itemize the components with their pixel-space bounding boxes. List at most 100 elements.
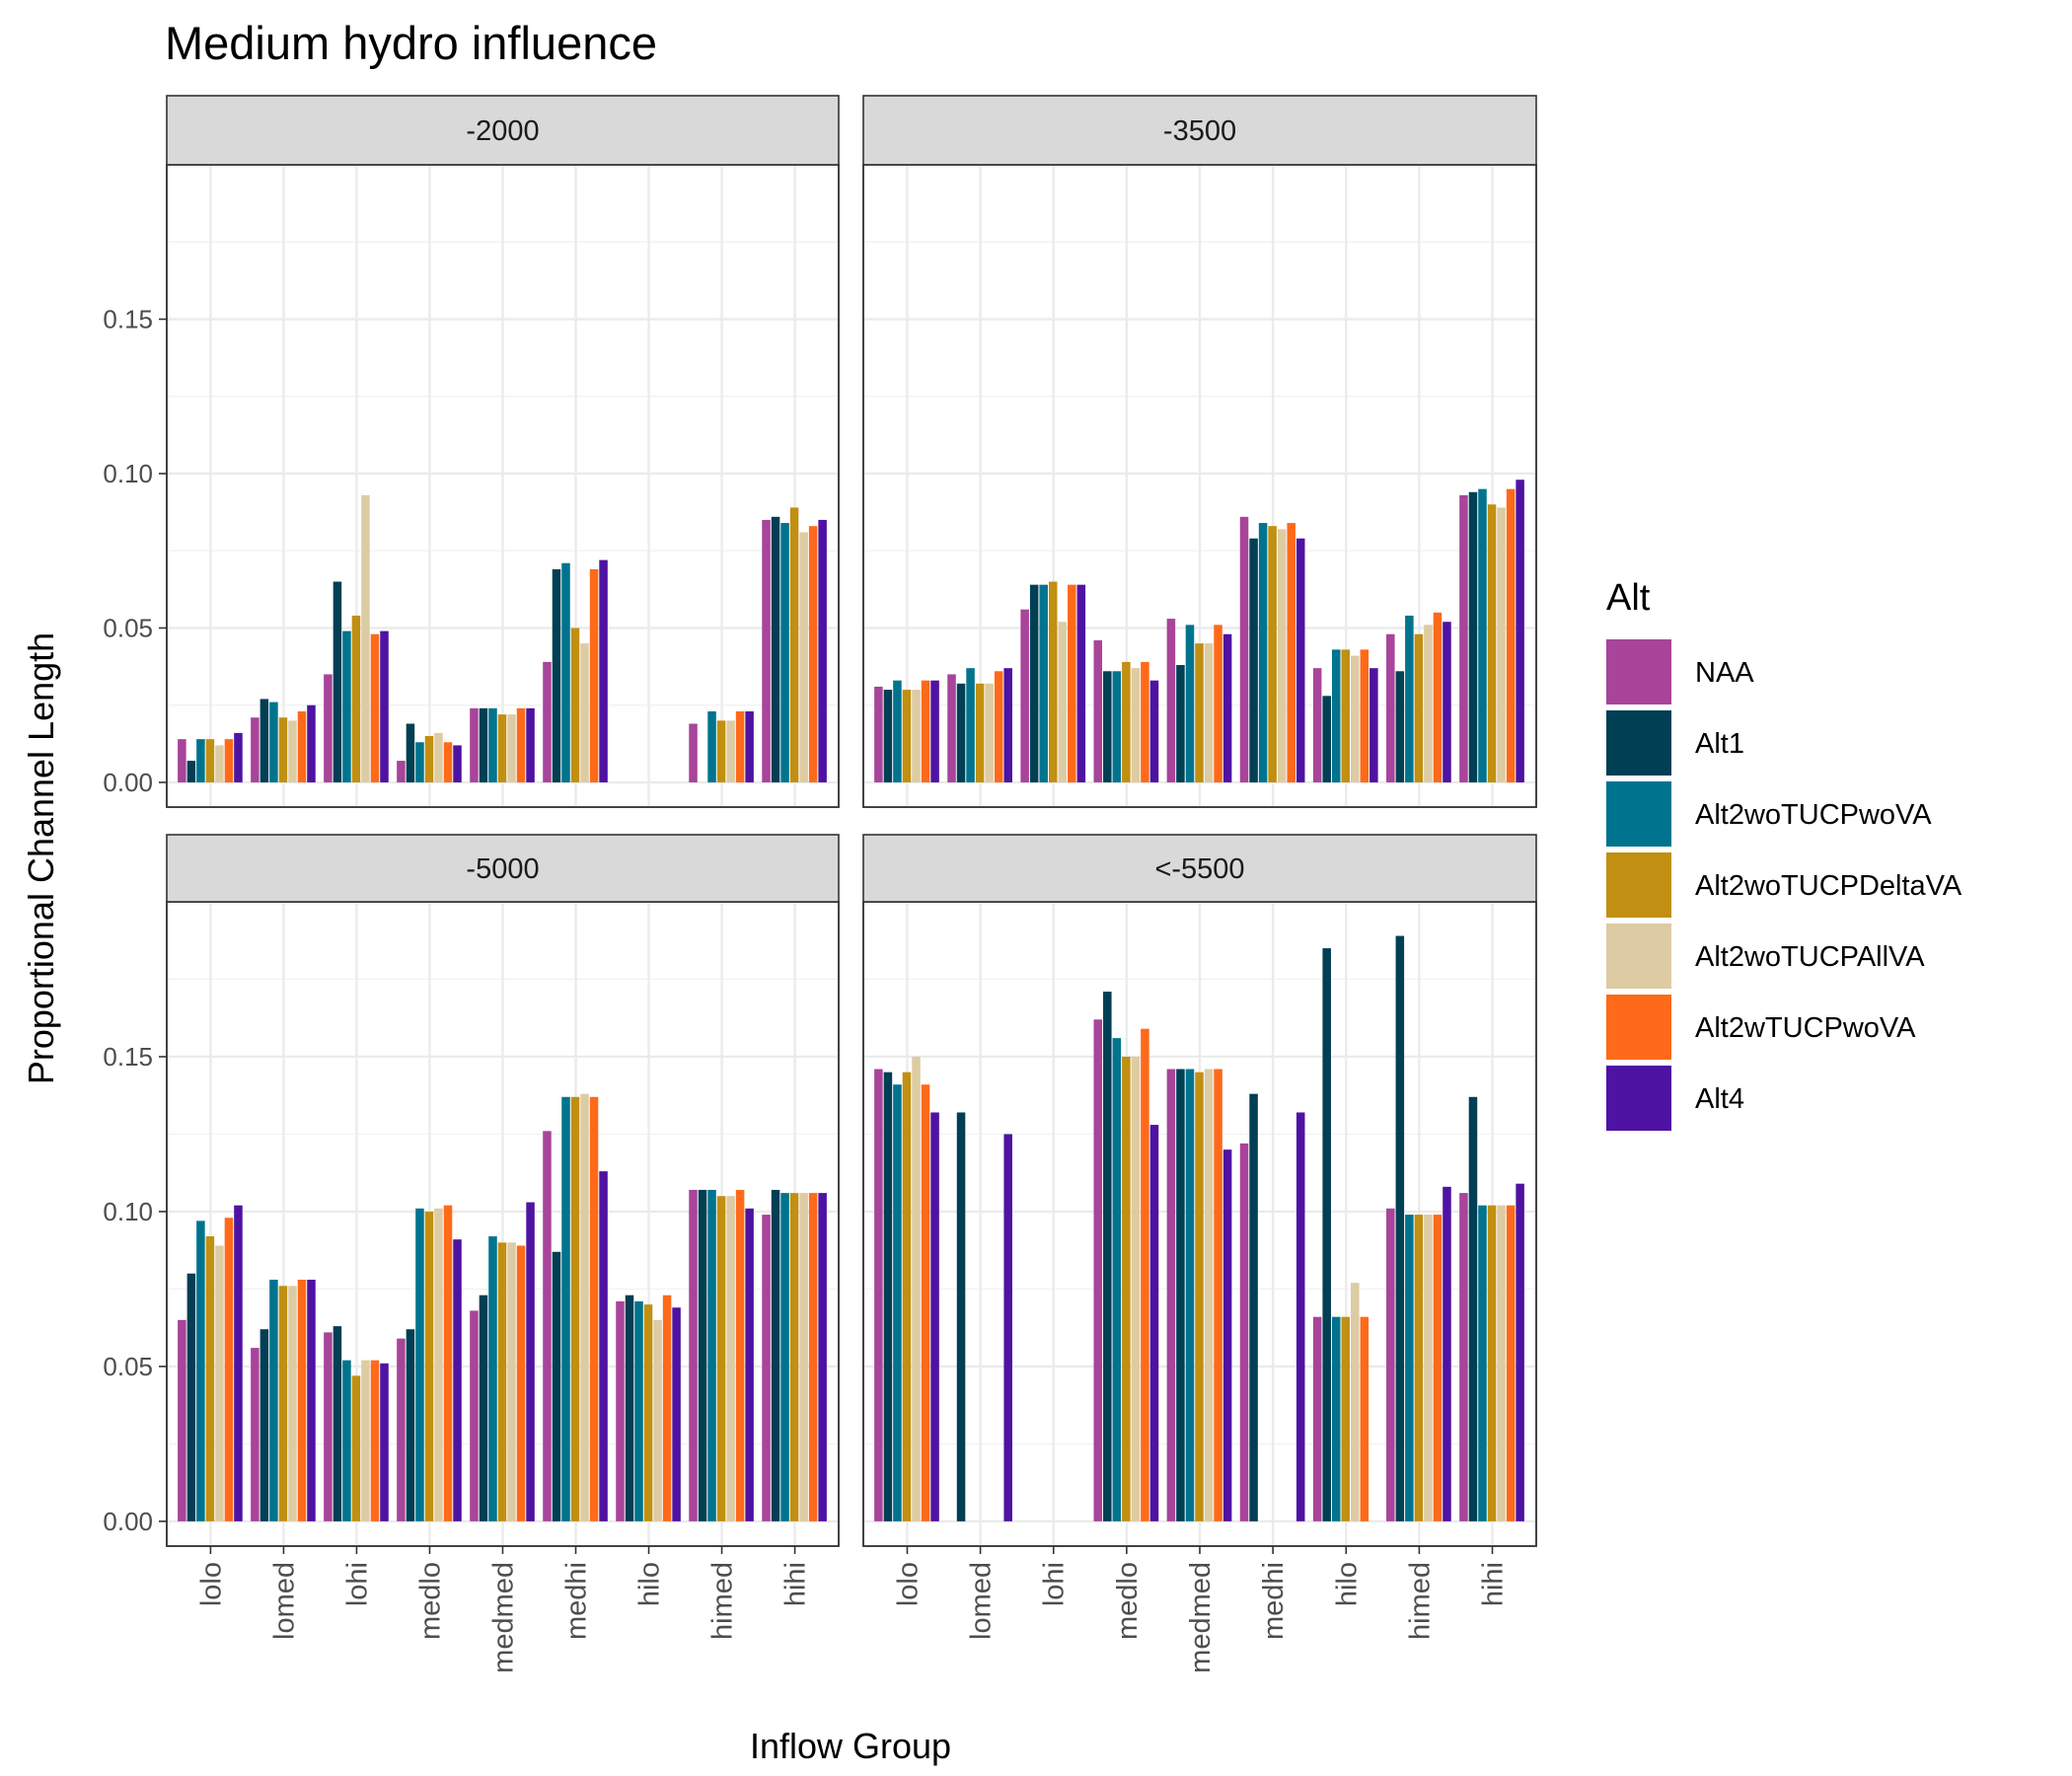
bar bbox=[196, 739, 205, 782]
x-tick-label: medmed bbox=[1185, 1562, 1217, 1673]
bar bbox=[1424, 1215, 1433, 1521]
bar bbox=[342, 1360, 351, 1521]
bar bbox=[1029, 584, 1039, 782]
legend-label: Alt2woTUCPDeltaVA bbox=[1695, 870, 1962, 902]
bar bbox=[215, 745, 224, 782]
y-tick-label: 0.10 bbox=[103, 459, 153, 488]
bar bbox=[662, 1295, 672, 1521]
bar bbox=[745, 710, 754, 782]
bar bbox=[1239, 1143, 1249, 1521]
bar bbox=[1249, 538, 1258, 782]
panels-group: -2000 0.00 0.05 0.10 0.15 -3500 -5000 0.00 0.05 0… bbox=[103, 95, 1537, 1673]
bar bbox=[552, 1251, 561, 1521]
bar bbox=[1068, 584, 1076, 782]
bar bbox=[1516, 1183, 1524, 1521]
bar bbox=[589, 569, 599, 782]
bar bbox=[278, 717, 288, 782]
bar bbox=[707, 1189, 716, 1521]
bar bbox=[1222, 1149, 1232, 1521]
legend-key bbox=[1606, 1066, 1671, 1131]
x-tick-label: lomed bbox=[268, 1562, 300, 1640]
chart-title: Medium hydro influence bbox=[165, 17, 657, 69]
legend-label: Alt2wTUCPwoVA bbox=[1695, 1012, 1916, 1044]
bar bbox=[912, 690, 921, 782]
bar bbox=[956, 1112, 966, 1521]
bar bbox=[1249, 1093, 1258, 1521]
facet-panel: -5000 0.00 0.05 0.10 0.15 lolo lomed lohi medlo m… bbox=[103, 834, 840, 1673]
bar bbox=[1405, 615, 1414, 782]
bar bbox=[1258, 523, 1268, 782]
bar bbox=[1058, 622, 1068, 782]
bar bbox=[443, 742, 453, 782]
y-axis-title: Proportional Channel Length bbox=[21, 632, 61, 1084]
bar bbox=[288, 720, 297, 782]
bar bbox=[526, 707, 535, 782]
legend-key bbox=[1606, 639, 1671, 704]
bar bbox=[434, 1208, 443, 1521]
bar bbox=[561, 562, 570, 782]
bar bbox=[580, 1093, 589, 1521]
bar bbox=[771, 1189, 780, 1521]
bar bbox=[874, 1069, 883, 1521]
bar bbox=[1341, 1316, 1351, 1521]
bar bbox=[406, 723, 415, 782]
bar bbox=[1122, 1056, 1131, 1521]
bar bbox=[1443, 622, 1451, 782]
bar bbox=[975, 683, 985, 782]
bar bbox=[1149, 1125, 1159, 1521]
bar bbox=[921, 680, 930, 782]
bar bbox=[1141, 661, 1149, 782]
bar bbox=[1414, 633, 1424, 782]
bar bbox=[561, 1096, 570, 1521]
bar bbox=[380, 1363, 389, 1521]
bar bbox=[1433, 1215, 1443, 1521]
bar bbox=[516, 1245, 526, 1521]
y-tick-label: 0.05 bbox=[103, 1352, 153, 1381]
bar bbox=[470, 1310, 479, 1521]
legend-title: Alt bbox=[1606, 577, 1651, 619]
y-tick-label: 0.15 bbox=[103, 304, 153, 333]
facet-panel: <-5500 lolo lomed lohi medlo medmed medhi hilo h… bbox=[862, 834, 1537, 1673]
x-tick-label: medlo bbox=[1112, 1562, 1144, 1640]
bar bbox=[196, 1221, 205, 1521]
bar bbox=[333, 1326, 342, 1521]
bar bbox=[479, 1295, 488, 1521]
bar bbox=[453, 1239, 462, 1521]
bar bbox=[1185, 625, 1195, 782]
y-tick-label: 0.00 bbox=[103, 768, 153, 797]
legend-entry: Alt4 bbox=[1606, 1066, 1744, 1131]
bar bbox=[1239, 516, 1249, 782]
bar bbox=[1093, 639, 1103, 782]
bar bbox=[1351, 655, 1360, 782]
bar bbox=[789, 1193, 799, 1521]
facet-strip bbox=[166, 95, 840, 166]
bar bbox=[580, 643, 589, 782]
legend-key bbox=[1606, 852, 1671, 918]
bar bbox=[224, 1218, 234, 1521]
x-tick-label: hilo bbox=[634, 1562, 666, 1606]
bar bbox=[1487, 1205, 1497, 1521]
bar bbox=[893, 1084, 902, 1521]
bar bbox=[516, 707, 526, 782]
bar bbox=[653, 1319, 662, 1521]
bar bbox=[1195, 1072, 1204, 1521]
legend-entry: Alt1 bbox=[1606, 710, 1744, 776]
bar bbox=[947, 674, 956, 782]
bar bbox=[1506, 1205, 1516, 1521]
bar bbox=[643, 1304, 653, 1521]
bar bbox=[570, 1096, 580, 1521]
bar bbox=[745, 1208, 754, 1521]
bar bbox=[625, 1295, 634, 1521]
bar bbox=[415, 742, 424, 782]
facet-strip-label: -3500 bbox=[1163, 115, 1236, 147]
bar bbox=[443, 1205, 453, 1521]
bar bbox=[1386, 1208, 1395, 1521]
bar bbox=[543, 661, 552, 782]
bar bbox=[1433, 612, 1443, 782]
bar bbox=[1103, 992, 1112, 1521]
bar bbox=[424, 736, 434, 782]
bar bbox=[1277, 529, 1287, 782]
x-tick-label: hihi bbox=[1478, 1562, 1510, 1606]
bar bbox=[488, 707, 497, 782]
facet-strip bbox=[862, 95, 1537, 166]
